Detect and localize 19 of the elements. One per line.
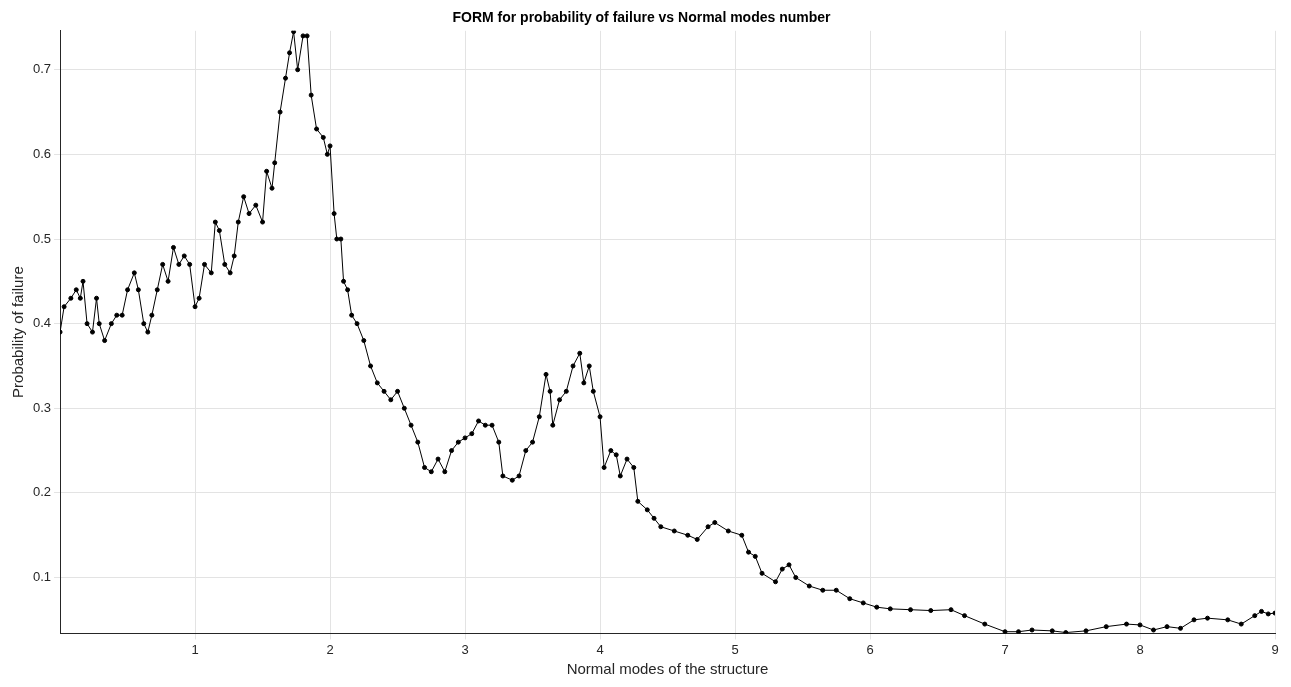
y-tick-label: 0.1 [32, 569, 52, 585]
x-tick-label: 6 [866, 641, 874, 657]
y-tick-label: 0.2 [32, 484, 52, 500]
x-tick-label: 4 [596, 641, 604, 657]
x-tick-label: 7 [1001, 641, 1009, 657]
y-tick-label: 0.5 [32, 230, 52, 246]
y-tick-label: 0.7 [32, 61, 52, 77]
x-tick-label: 3 [461, 641, 469, 657]
x-tick-label: 9 [1271, 641, 1279, 657]
y-axis-title: Probability of failure [9, 266, 27, 398]
y-tick-label: 0.6 [32, 145, 52, 161]
x-tick-label: 5 [731, 641, 739, 657]
x-tick-label: 8 [1136, 641, 1144, 657]
y-tick-label: 0.3 [32, 399, 52, 415]
x-axis-title: Normal modes of the structure [566, 660, 769, 678]
chart-title: FORM for probability of failure vs Normal modes number [452, 9, 832, 26]
y-tick-label: 0.4 [32, 315, 52, 331]
x-tick-label: 2 [326, 641, 334, 657]
x-tick-label: 1 [191, 641, 199, 657]
